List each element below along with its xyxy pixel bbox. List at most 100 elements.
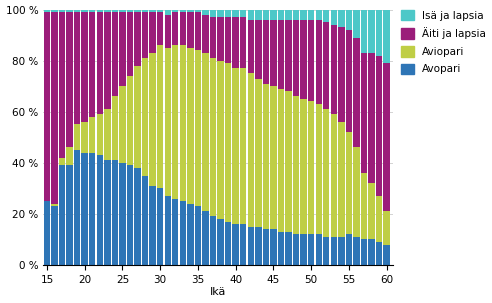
Bar [44, 10, 50, 12]
Bar [338, 10, 344, 28]
Bar [96, 10, 103, 12]
Bar [119, 10, 125, 12]
Bar [134, 12, 141, 66]
Bar [74, 10, 80, 12]
Bar [293, 96, 299, 234]
Bar [315, 10, 322, 20]
Bar [51, 10, 58, 12]
Bar [233, 224, 239, 265]
Bar [346, 30, 352, 132]
Bar [59, 165, 65, 265]
Bar [96, 114, 103, 155]
Bar [217, 10, 224, 17]
Bar [308, 102, 314, 234]
Bar [187, 12, 193, 48]
Bar [270, 10, 277, 20]
Bar [278, 20, 284, 89]
Bar [270, 20, 277, 86]
Legend: Isä ja lapsia, Äiti ja lapsia, Aviopari, Avopari: Isä ja lapsia, Äiti ja lapsia, Aviopari,… [401, 10, 486, 75]
Bar [59, 12, 65, 158]
Bar [66, 10, 73, 12]
Bar [353, 10, 360, 38]
Bar [112, 10, 118, 12]
Bar [285, 232, 292, 265]
Bar [285, 20, 292, 91]
Bar [331, 10, 337, 25]
Bar [233, 10, 239, 17]
Bar [180, 12, 186, 45]
Bar [247, 227, 254, 265]
Bar [89, 153, 95, 265]
Bar [172, 198, 179, 265]
Bar [361, 239, 367, 265]
Bar [346, 132, 352, 234]
Bar [263, 84, 269, 229]
Bar [89, 12, 95, 117]
Bar [263, 20, 269, 84]
Bar [308, 10, 314, 20]
Bar [157, 188, 163, 265]
Bar [150, 53, 156, 186]
Bar [195, 50, 201, 206]
Bar [383, 245, 390, 265]
Bar [308, 234, 314, 265]
Bar [164, 15, 171, 48]
Bar [82, 10, 88, 12]
Bar [278, 89, 284, 232]
Bar [59, 10, 65, 12]
Bar [323, 22, 330, 109]
Bar [202, 53, 209, 211]
Bar [383, 10, 390, 63]
Bar [202, 211, 209, 265]
Bar [376, 242, 382, 265]
Bar [263, 229, 269, 265]
Bar [315, 234, 322, 265]
Bar [353, 148, 360, 237]
Bar [323, 109, 330, 237]
Bar [74, 12, 80, 125]
Bar [278, 232, 284, 265]
Bar [383, 211, 390, 245]
Bar [172, 12, 179, 45]
Bar [285, 91, 292, 232]
Bar [142, 175, 148, 265]
Bar [195, 12, 201, 50]
Bar [233, 17, 239, 68]
Bar [308, 20, 314, 102]
Bar [150, 10, 156, 12]
X-axis label: Ikä: Ikä [210, 288, 226, 298]
Bar [164, 48, 171, 196]
Bar [338, 122, 344, 237]
Bar [263, 10, 269, 20]
Bar [104, 12, 111, 109]
Bar [315, 20, 322, 104]
Bar [255, 20, 262, 78]
Bar [51, 206, 58, 265]
Bar [112, 96, 118, 160]
Bar [217, 219, 224, 265]
Bar [187, 204, 193, 265]
Bar [225, 10, 231, 17]
Bar [210, 17, 216, 58]
Bar [104, 109, 111, 160]
Bar [44, 12, 50, 201]
Bar [369, 239, 375, 265]
Bar [361, 53, 367, 173]
Bar [119, 163, 125, 265]
Bar [66, 148, 73, 165]
Bar [51, 204, 58, 206]
Bar [74, 125, 80, 150]
Bar [66, 12, 73, 148]
Bar [59, 158, 65, 165]
Bar [301, 99, 307, 234]
Bar [127, 10, 133, 12]
Bar [150, 186, 156, 265]
Bar [247, 73, 254, 227]
Bar [383, 63, 390, 211]
Bar [74, 150, 80, 265]
Bar [112, 12, 118, 96]
Bar [225, 63, 231, 221]
Bar [376, 10, 382, 55]
Bar [315, 104, 322, 234]
Bar [127, 165, 133, 265]
